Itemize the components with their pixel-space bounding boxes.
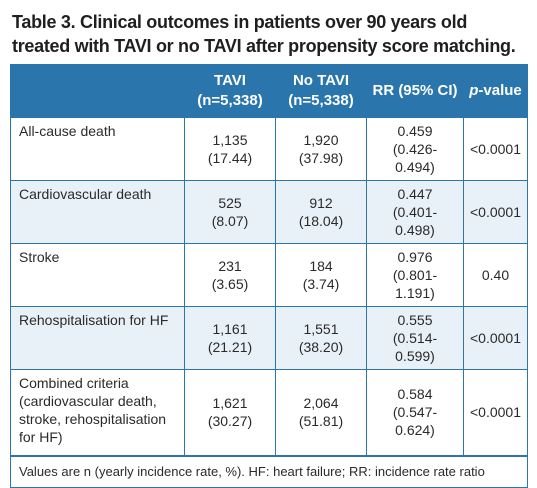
tavi-cell: 1,161 (21.21)	[184, 306, 276, 370]
table-row: Stroke 231 (3.65) 184 (3.74) 0.976 (0.801-1…	[10, 243, 528, 307]
rr-cell: 0.447 (0.401-0.498)	[366, 180, 464, 244]
p-value-cell: 0.40	[463, 243, 528, 307]
table-header-row: TAVI (n=5,338) No TAVI (n=5,338) RR (95%…	[10, 64, 528, 118]
no-tavi-cell: 912 (18.04)	[275, 180, 367, 244]
rr-cell: 0.976 (0.801-1.191)	[366, 243, 464, 307]
no-tavi-cell: 1,920 (37.98)	[275, 117, 367, 181]
tavi-cell: 1,621 (30.27)	[184, 369, 276, 456]
table-footnote: Values are n (yearly incidence rate, %).…	[10, 454, 528, 488]
no-tavi-cell: 1,551 (38.20)	[275, 306, 367, 370]
header-blank	[10, 64, 185, 118]
footnote-row: Values are n (yearly incidence rate, %).…	[10, 454, 528, 488]
p-value-cell: <0.0001	[463, 369, 528, 456]
table-row: Cardiovascular death 525 (8.07) 912 (18.04…	[10, 180, 528, 244]
rr-cell: 0.555 (0.514-0.599)	[366, 306, 464, 370]
table-row: Rehospitalisation for HF 1,161 (21.21) 1,…	[10, 306, 528, 370]
row-label: Rehospitalisation for HF	[10, 306, 185, 370]
tavi-cell: 231 (3.65)	[184, 243, 276, 307]
rr-cell: 0.584 (0.547-0.624)	[366, 369, 464, 456]
p-value-cell: <0.0001	[463, 117, 528, 181]
row-label: Stroke	[10, 243, 185, 307]
table-row: Combined criteria (cardiovascular death,…	[10, 369, 528, 456]
table-title: Table 3. Clinical outcomes in patients o…	[12, 12, 516, 56]
header-no-tavi: No TAVI (n=5,338)	[275, 64, 367, 118]
rr-cell: 0.459 (0.426-0.494)	[366, 117, 464, 181]
table-figure: Table 3. Clinical outcomes in patients o…	[10, 12, 528, 488]
header-p-value: p-value	[463, 64, 528, 118]
row-label: Cardiovascular death	[10, 180, 185, 244]
table-row: All-cause death 1,135 (17.44) 1,920 (37.98…	[10, 117, 528, 181]
row-label: Combined criteria (cardiovascular death,…	[10, 369, 185, 456]
p-value-cell: <0.0001	[463, 306, 528, 370]
outcomes-table: TAVI (n=5,338) No TAVI (n=5,338) RR (95%…	[10, 64, 528, 488]
p-value-cell: <0.0001	[463, 180, 528, 244]
tavi-cell: 525 (8.07)	[184, 180, 276, 244]
no-tavi-cell: 2,064 (51.81)	[275, 369, 367, 456]
no-tavi-cell: 184 (3.74)	[275, 243, 367, 307]
row-label: All-cause death	[10, 117, 185, 181]
header-tavi: TAVI (n=5,338)	[184, 64, 276, 118]
header-rr: RR (95% CI)	[366, 64, 464, 118]
tavi-cell: 1,135 (17.44)	[184, 117, 276, 181]
